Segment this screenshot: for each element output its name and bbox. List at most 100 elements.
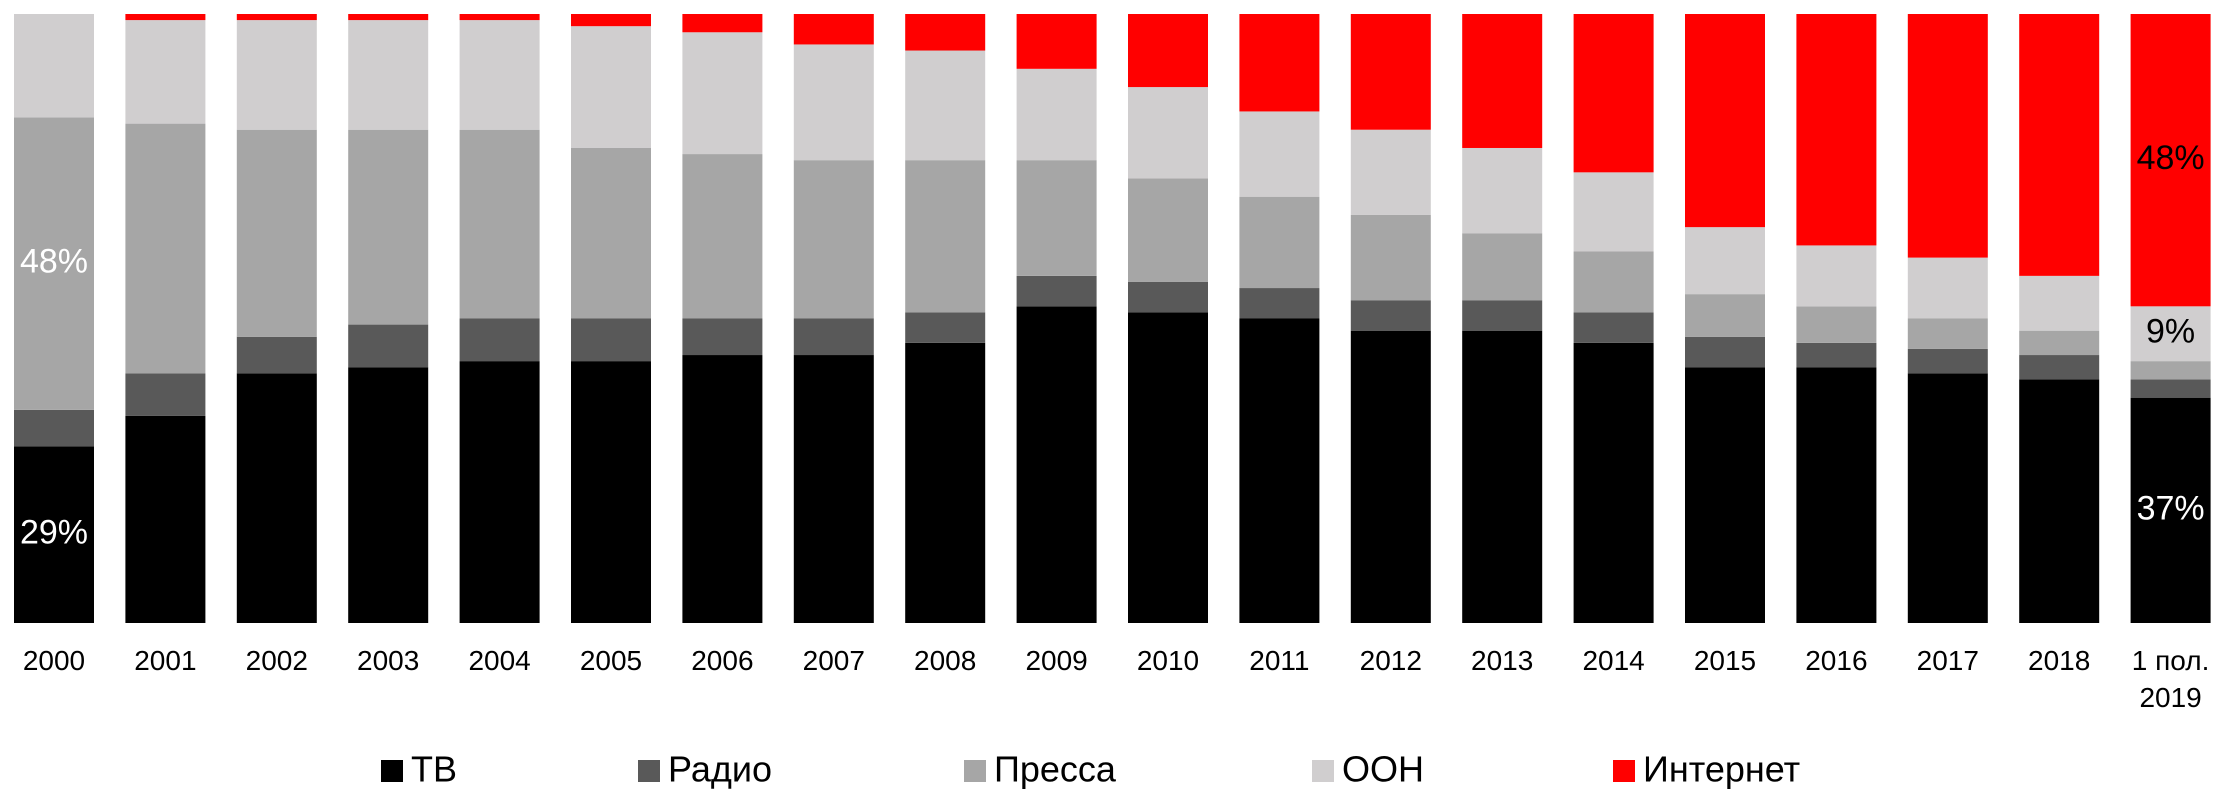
bar-segment (2019, 330, 2100, 356)
bar-segment (1907, 257, 1988, 319)
bar-segment (1350, 300, 1431, 331)
bar-segment (125, 123, 206, 374)
bar-segment (793, 160, 874, 319)
legend-swatch (638, 760, 660, 782)
x-tick-label: 2016 (1805, 645, 1868, 676)
x-tick-label: 2015 (1693, 645, 1757, 676)
bar-segment (1016, 306, 1097, 623)
legend-label: Пресса (994, 749, 1117, 790)
x-tick-label: 2017 (1916, 645, 1979, 676)
bar-segment (1350, 330, 1431, 623)
bar-segment (1128, 312, 1208, 623)
x-tick-label: 2014 (1582, 645, 1645, 676)
bar-segment (2130, 397, 2211, 623)
x-tick-label: 2012 (1359, 645, 1422, 676)
bar-segment (236, 20, 317, 130)
bar-segment (1685, 367, 1765, 623)
bar-segment (348, 14, 429, 21)
x-tick-label: 2009 (1025, 645, 1088, 676)
bar-segment (2130, 379, 2211, 398)
bar-segment (459, 318, 540, 362)
data-label: 48% (20, 243, 88, 281)
bar-segment (2019, 379, 2100, 623)
bar-segment (1573, 14, 1654, 173)
legend-swatch (381, 760, 403, 782)
x-tick-label: 2002 (245, 645, 308, 676)
bar-segment (2130, 361, 2211, 380)
bar-segment (571, 14, 651, 27)
bar-segment (1796, 245, 1877, 307)
bar-segment (1350, 214, 1431, 301)
bar-segment (2130, 306, 2211, 362)
bar-segment (1573, 342, 1654, 623)
bar-segment (1016, 14, 1097, 69)
bar-segment (459, 361, 540, 623)
bar-segment (1462, 300, 1543, 331)
bar-segment (905, 312, 986, 343)
data-label: 48% (2137, 139, 2205, 177)
x-tick-label: 2007 (802, 645, 865, 676)
bar-segment (348, 20, 429, 130)
bar-segment (1796, 367, 1877, 623)
bar-segment (1573, 312, 1654, 343)
bar-segment (236, 129, 317, 337)
bar-segment (793, 355, 874, 623)
bar-segment (125, 415, 206, 623)
bar-segment (905, 14, 986, 51)
bar-segment (125, 20, 206, 124)
bar-segment (1907, 14, 1988, 258)
legend-label: ТВ (411, 749, 457, 790)
bar-segment (1685, 14, 1765, 228)
bar-segment (2019, 355, 2100, 380)
bar-segment (1128, 178, 1208, 282)
bar-segment (1350, 129, 1431, 215)
data-label: 37% (2137, 489, 2205, 527)
bar-segment (14, 409, 94, 447)
x-tick-label: 2018 (2028, 645, 2091, 676)
bar-segment (682, 355, 763, 623)
bar-segment (1239, 14, 1320, 112)
bar-segment (571, 361, 651, 623)
bar-segment (1016, 160, 1097, 276)
legend-label: Интернет (1643, 749, 1800, 790)
legend-label: ООН (1342, 749, 1424, 790)
legend-swatch (1312, 760, 1334, 782)
bar-segment (1796, 14, 1877, 246)
bar-segment (571, 318, 651, 362)
x-tick-label: 2013 (1471, 645, 1534, 676)
bar-segment (459, 20, 540, 130)
bar-segment (348, 367, 429, 623)
bar-segment (682, 14, 763, 33)
bar-segment (1462, 14, 1543, 148)
bar-segment (905, 160, 986, 313)
bar-segment (348, 324, 429, 368)
bar-segment (905, 50, 986, 161)
x-tick-label: 2008 (914, 645, 977, 676)
bar-segment (1239, 111, 1320, 197)
x-tick-label: 2010 (1136, 645, 1200, 676)
bar-segment (125, 373, 206, 416)
bar-segment (1239, 288, 1320, 319)
bar-segment (459, 129, 540, 319)
x-tick-label: 2000 (22, 645, 86, 676)
bar-segment (1573, 251, 1654, 313)
bar-segment (348, 129, 429, 325)
bar-segment (1907, 373, 1988, 623)
x-tick-label: 2004 (468, 645, 531, 676)
bar-segment (14, 14, 94, 118)
bar-segment (682, 32, 763, 155)
bar-segment (1685, 227, 1765, 295)
bar-segment (1128, 87, 1208, 179)
x-tick-label: 2006 (691, 645, 754, 676)
x-tick-label: 2001 (134, 645, 197, 676)
bar-segment (793, 14, 874, 45)
bar-segment (236, 14, 317, 21)
bar-segment (571, 26, 651, 148)
bar-segment (236, 336, 317, 374)
bar-segment (1796, 306, 1877, 343)
legend-label: Радио (668, 749, 772, 790)
bar-segment (1462, 233, 1543, 301)
x-tick-label: 1 пол. 2019 (2131, 645, 2210, 713)
